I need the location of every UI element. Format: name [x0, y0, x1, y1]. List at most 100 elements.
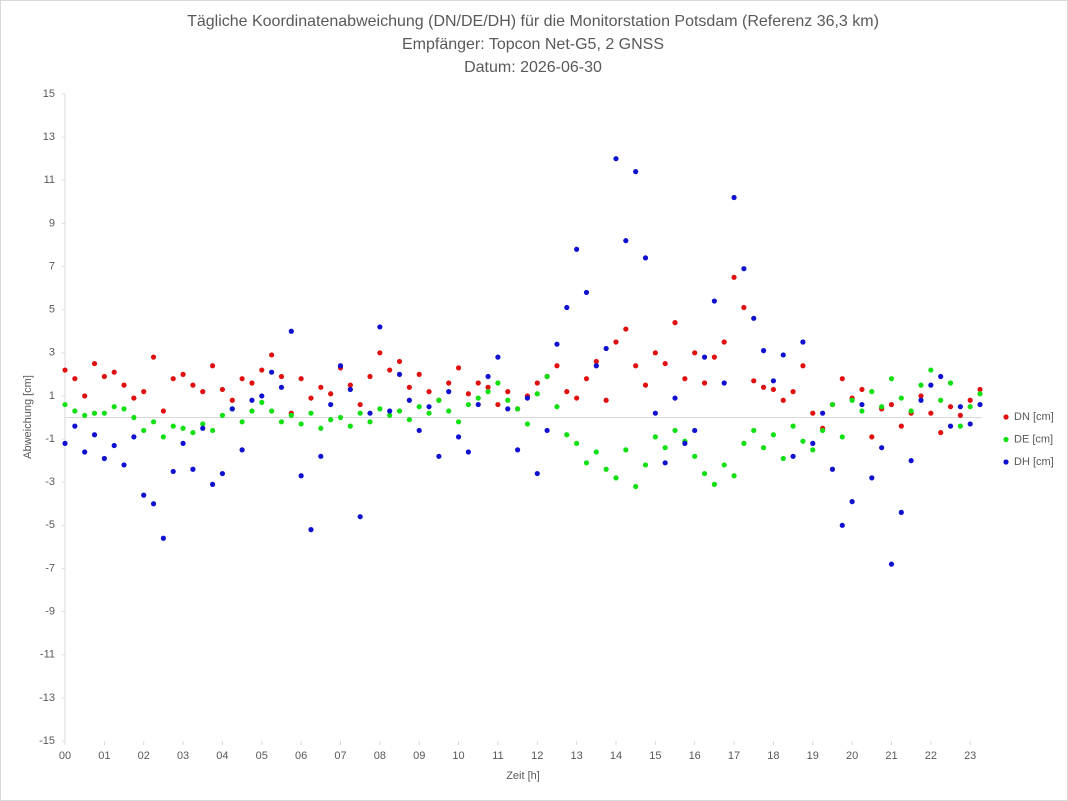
data-point [219, 386, 226, 393]
x-tick-label: 14 [610, 750, 622, 762]
data-point [938, 397, 944, 403]
x-tick-label: 06 [295, 750, 307, 762]
data-point [898, 509, 904, 515]
data-point [977, 391, 983, 397]
data-point [849, 397, 855, 403]
data-point [928, 382, 934, 388]
data-point [780, 397, 786, 403]
data-point [810, 440, 816, 446]
data-point [62, 401, 68, 408]
x-tick-label: 22 [925, 750, 937, 762]
data-point [121, 406, 127, 412]
data-point [760, 384, 767, 390]
data-point [269, 408, 275, 414]
data-point [406, 417, 412, 423]
data-point [62, 440, 68, 446]
data-point [328, 391, 334, 397]
data-point [219, 470, 226, 477]
data-point [367, 373, 373, 380]
data-point [524, 395, 531, 401]
x-tick-label: 18 [767, 750, 779, 762]
x-tick-label: 17 [728, 750, 740, 762]
data-point [436, 453, 442, 459]
data-point [337, 363, 344, 369]
x-tick-label: 01 [98, 750, 110, 762]
data-point [701, 354, 708, 360]
data-point [642, 255, 649, 261]
data-point [967, 421, 973, 427]
data-point [249, 397, 255, 403]
data-point [879, 404, 885, 410]
data-point [888, 376, 895, 382]
data-point [357, 514, 363, 520]
data-point [918, 397, 924, 403]
data-point [259, 367, 265, 373]
data-point [229, 397, 235, 403]
data-point [367, 410, 373, 416]
data-point [544, 373, 550, 380]
data-point [209, 481, 216, 487]
data-point [190, 429, 196, 436]
data-point [200, 425, 206, 431]
data-point [800, 363, 806, 369]
chart-subtitle: Empfänger: Topcon Net-G5, 2 GNSS [402, 36, 664, 53]
data-point [701, 380, 708, 386]
data-point [387, 367, 393, 373]
data-point [593, 363, 599, 369]
data-point [446, 380, 452, 386]
data-point [652, 350, 658, 356]
data-point [839, 376, 845, 382]
data-point [741, 304, 747, 311]
data-point [269, 369, 275, 375]
data-point [908, 458, 914, 464]
data-point [141, 389, 147, 395]
data-point [957, 412, 963, 418]
data-point [298, 376, 304, 382]
x-tick-label: 19 [807, 750, 819, 762]
data-point [347, 382, 353, 388]
y-axis-label: Abweichung [cm] [22, 375, 34, 459]
data-point [465, 449, 472, 455]
data-point [652, 410, 658, 416]
data-point [613, 475, 619, 481]
data-point [200, 389, 206, 395]
data-point [475, 401, 481, 408]
data-point [918, 393, 924, 399]
y-tick-label: -11 [40, 649, 55, 661]
chart-title: Tägliche Koordinatenabweichung (DN/DE/DH… [187, 13, 879, 30]
data-point [406, 384, 412, 390]
data-point [692, 453, 698, 459]
data-point [898, 423, 904, 429]
data-point [387, 408, 393, 414]
data-point [603, 466, 609, 472]
data-point [662, 445, 668, 451]
data-point [141, 427, 147, 434]
data-point [259, 399, 265, 406]
data-point [564, 389, 570, 395]
y-tick-label: -3 [45, 476, 55, 488]
legend-marker [1003, 436, 1009, 443]
data-point [180, 425, 186, 431]
data-point [82, 393, 88, 399]
data-point [347, 423, 353, 429]
legend-marker [1003, 414, 1009, 420]
data-point [131, 414, 137, 421]
x-tick-label: 12 [531, 750, 543, 762]
x-tick-label: 03 [177, 750, 189, 762]
data-point [121, 462, 127, 468]
data-point [829, 466, 836, 472]
data-point [455, 434, 462, 440]
data-point [633, 483, 639, 490]
data-point [101, 410, 107, 416]
data-point [318, 425, 324, 431]
data-point [633, 169, 639, 175]
data-point [574, 246, 580, 252]
y-tick-label: 9 [49, 217, 55, 229]
data-point [957, 404, 963, 410]
data-point [190, 466, 196, 472]
data-point [613, 339, 619, 345]
data-point [357, 410, 363, 416]
data-point [564, 432, 570, 438]
data-point [780, 352, 786, 358]
